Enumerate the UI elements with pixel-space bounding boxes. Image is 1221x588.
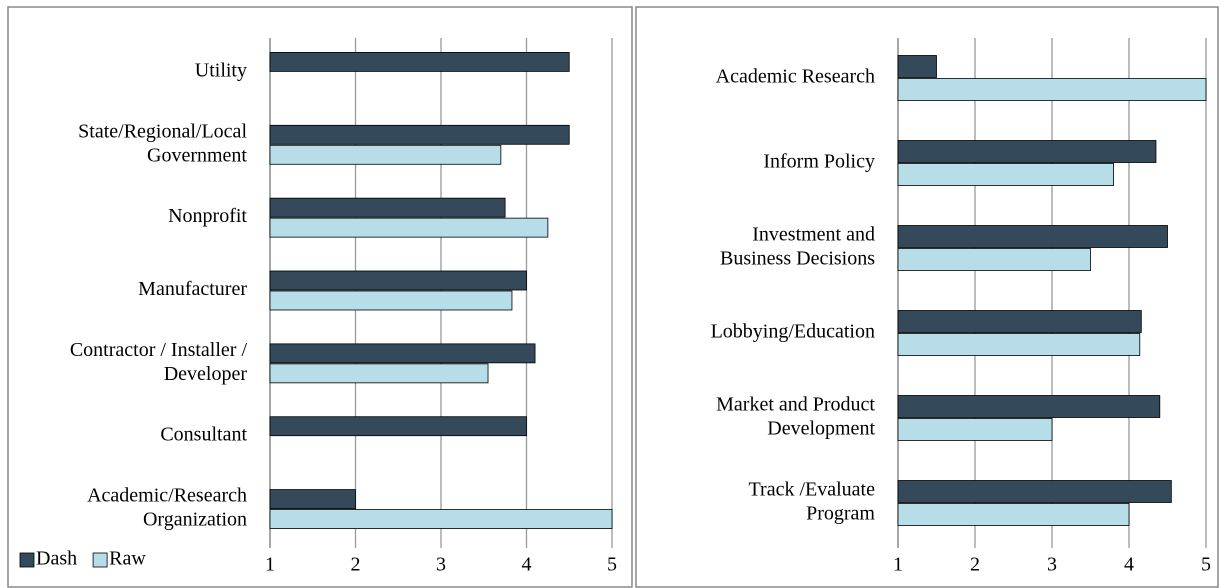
- bar: [897, 140, 1157, 163]
- bar: [269, 52, 570, 72]
- bar: [897, 163, 1115, 186]
- bar: [269, 270, 527, 291]
- y-tick-label: Track /Evaluate Program: [749, 478, 876, 524]
- bar: [897, 395, 1161, 418]
- bar: [897, 480, 1172, 503]
- y-tick-label: Market and Product Development: [716, 393, 875, 439]
- bar: [269, 290, 513, 311]
- bar: [897, 503, 1130, 526]
- y-tick-label: Investment and Business Decisions: [720, 223, 875, 269]
- bar: [897, 78, 1207, 101]
- x-tick-label: 3: [436, 554, 446, 576]
- x-tick-label: 4: [522, 554, 532, 576]
- y-tick-label: Lobbying/Education: [711, 320, 875, 342]
- y-tick-label: Consultant: [160, 423, 247, 445]
- bar: [269, 124, 570, 145]
- x-tick-label: 1: [893, 554, 903, 576]
- y-tick-label: Inform Policy: [763, 150, 875, 172]
- x-tick-label: 4: [1124, 554, 1134, 576]
- x-tick-label: 2: [970, 554, 980, 576]
- bar: [269, 416, 527, 437]
- bar: [269, 509, 613, 529]
- panel-left: [7, 6, 633, 588]
- legend-label: Raw: [109, 548, 146, 570]
- bar: [269, 217, 549, 238]
- x-tick-label: 1: [265, 554, 275, 576]
- legend-label: Dash: [36, 548, 77, 570]
- bar: [269, 197, 506, 218]
- y-tick-label: Manufacturer: [138, 278, 247, 300]
- bar: [897, 225, 1168, 248]
- y-tick-label: Academic/Research Organization: [87, 484, 247, 530]
- y-tick-label: Utility: [195, 59, 247, 81]
- y-tick-label: Academic Research: [716, 65, 875, 87]
- y-tick-label: Nonprofit: [168, 205, 247, 227]
- bar: [269, 144, 502, 165]
- y-tick-label: State/Regional/Local Government: [78, 120, 247, 166]
- panel-right: [635, 6, 1219, 588]
- bar: [897, 310, 1142, 333]
- bar: [897, 55, 937, 78]
- bar: [269, 343, 536, 364]
- bar: [897, 248, 1091, 271]
- legend-swatch: [19, 552, 35, 568]
- x-tick-label: 5: [607, 554, 617, 576]
- y-tick-label: Contractor / Installer / Developer: [70, 338, 248, 384]
- bar: [897, 333, 1141, 356]
- bar: [269, 363, 489, 384]
- x-tick-label: 5: [1201, 554, 1211, 576]
- legend-swatch: [92, 552, 108, 568]
- x-tick-label: 2: [351, 554, 361, 576]
- bar: [269, 489, 356, 509]
- x-tick-label: 3: [1047, 554, 1057, 576]
- bar: [897, 418, 1053, 441]
